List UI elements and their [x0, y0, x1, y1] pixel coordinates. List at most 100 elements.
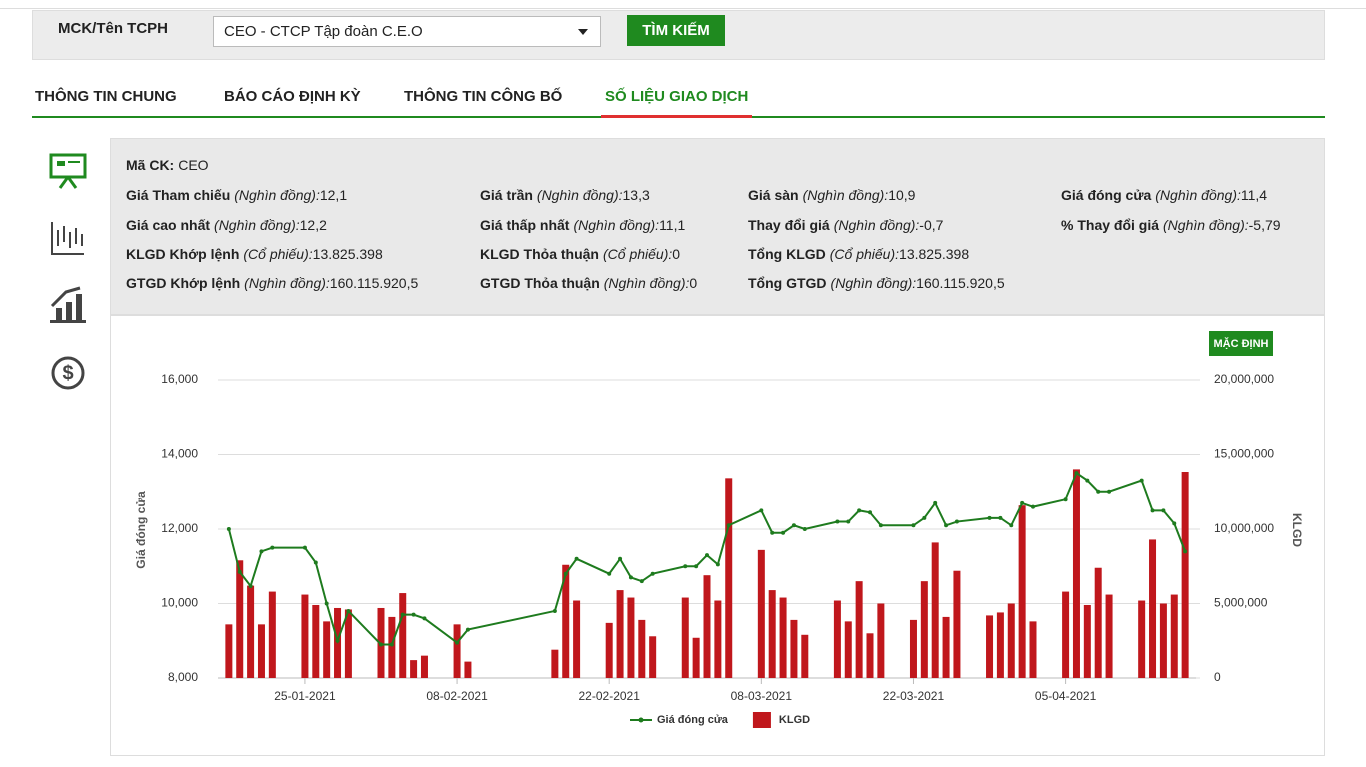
info-label: Giá đóng cửa	[1061, 187, 1152, 203]
money-icon[interactable]: $	[51, 356, 85, 390]
volume-bar	[703, 575, 711, 678]
info-cell: Giá Tham chiếu (Nghìn đồng):12,1	[126, 187, 347, 203]
info-unit: (Nghìn đồng):	[1163, 217, 1249, 233]
volume-bar	[942, 616, 950, 678]
info-value: CEO	[178, 157, 209, 173]
price-point	[574, 556, 579, 561]
chart: MẶC ĐỊNH Giá đóng cửa KLGD 8,000 10,000 12…	[134, 331, 1304, 728]
active-tab-underline	[601, 115, 753, 118]
info-value: 12,1	[319, 187, 348, 203]
x-tick-label: 08-02-2021	[426, 689, 488, 703]
price-point	[650, 571, 655, 576]
info-unit: (Nghìn đồng):	[573, 217, 660, 233]
volume-bar	[410, 660, 418, 678]
volume-bar	[649, 636, 657, 678]
price-point	[922, 515, 927, 520]
default-button-label[interactable]: MẶC ĐỊNH	[1214, 337, 1269, 350]
search-label: MCK/Tên TCPH	[58, 20, 168, 37]
price-point	[1020, 500, 1025, 505]
info-unit: (Cổ phiếu):	[829, 246, 900, 262]
tab[interactable]: BÁO CÁO ĐỊNH KỲ	[224, 88, 361, 105]
info-value: 10,9	[888, 187, 916, 203]
search-button[interactable]: TÌM KIẾM	[627, 15, 725, 46]
volume-bar	[420, 655, 428, 678]
price-point	[726, 523, 731, 528]
volume-bar	[1072, 469, 1080, 678]
y-tick-label: 14,000	[161, 447, 198, 461]
price-point	[563, 571, 568, 576]
volume-bar	[551, 649, 559, 678]
price-point	[987, 515, 992, 520]
volume-bar	[768, 590, 776, 678]
y-axis-title: Giá đóng cửa	[134, 491, 148, 569]
info-cell: GTGD Thỏa thuận (Nghìn đồng):0	[480, 275, 697, 291]
info-label: Giá thấp nhất	[480, 217, 570, 233]
volume-bar	[986, 615, 994, 678]
info-label: Giá cao nhất	[126, 217, 211, 233]
volume-bar	[757, 549, 765, 678]
volume-bar	[909, 619, 917, 678]
volume-bar	[725, 478, 733, 678]
price-point	[639, 579, 644, 584]
y-tick-label: 8,000	[168, 670, 198, 684]
info-label: Giá trần	[480, 187, 533, 203]
price-point	[1172, 521, 1177, 526]
info-label: Tổng GTGD	[748, 275, 827, 291]
volume-bar	[616, 590, 624, 678]
growth-icon[interactable]	[50, 286, 86, 323]
x-tick-label: 22-03-2021	[883, 689, 945, 703]
info-label: GTGD Thỏa thuận	[480, 275, 600, 291]
price-point	[683, 564, 688, 569]
volume-bar	[1029, 621, 1037, 678]
tab[interactable]: THÔNG TIN CHUNG	[35, 88, 177, 105]
info-label: % Thay đổi giá	[1061, 217, 1160, 233]
volume-bar	[920, 581, 928, 678]
price-point	[857, 508, 862, 513]
info-value: 160.115.920,5	[916, 275, 1005, 291]
side-icons: $	[49, 153, 87, 390]
price-point	[791, 523, 796, 528]
x-tick-label: 08-03-2021	[731, 689, 793, 703]
price-point	[618, 556, 623, 561]
info-value: 0	[672, 246, 681, 262]
volume-bar	[692, 637, 700, 678]
volume-bar	[833, 600, 841, 678]
price-point	[237, 569, 242, 574]
info-cell: Tổng GTGD (Nghìn đồng):160.115.920,5	[748, 275, 1005, 291]
price-point	[607, 571, 612, 576]
info-cell: Giá trần (Nghìn đồng):13,3	[480, 187, 650, 203]
info-label: KLGD Khớp lệnh	[126, 246, 240, 262]
price-point	[1085, 478, 1090, 483]
board-icon[interactable]	[49, 153, 87, 189]
info-value: -5,79	[1248, 217, 1281, 233]
info-unit: (Nghìn đồng):	[214, 217, 300, 233]
price-point	[1063, 497, 1068, 502]
legend-label: KLGD	[779, 714, 810, 726]
volume-bar	[312, 604, 320, 678]
info-label: Thay đổi giá	[748, 217, 830, 233]
tab[interactable]: THÔNG TIN CÔNG BỐ	[404, 88, 563, 105]
stock-select[interactable]: CEO - CTCP Tập đoàn C.E.O	[213, 16, 601, 47]
info-value: 11,4	[1240, 187, 1268, 203]
info-unit: (Nghìn đồng):	[536, 187, 623, 203]
volume-bar	[268, 591, 276, 678]
default-button[interactable]	[1209, 331, 1273, 356]
volume-bar	[855, 581, 863, 678]
info-unit: (Nghìn đồng):	[830, 275, 917, 291]
volume-bar	[681, 597, 689, 678]
y2-tick-label: 5,000,000	[1214, 596, 1268, 610]
tab[interactable]: SỐ LIỆU GIAO DỊCH	[605, 88, 749, 105]
volume-bar	[1138, 600, 1146, 678]
y2-axis-title: KLGD	[1290, 513, 1304, 547]
candle-icon[interactable]	[51, 222, 84, 255]
price-point	[302, 545, 307, 550]
info-label: Tổng KLGD	[748, 246, 826, 262]
price-point	[770, 530, 775, 535]
info-value: 13.825.398	[312, 246, 383, 262]
y2-tick-label: 0	[1214, 670, 1221, 684]
price-point	[1139, 478, 1144, 483]
info-cell: KLGD Thỏa thuận (Cổ phiếu):0	[480, 246, 680, 262]
info-panel	[110, 138, 1325, 315]
volume-bar	[573, 600, 581, 678]
volume-bar	[953, 570, 961, 678]
